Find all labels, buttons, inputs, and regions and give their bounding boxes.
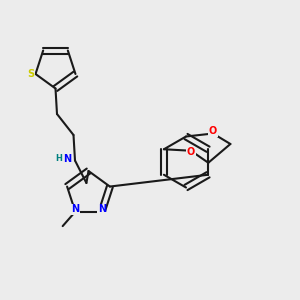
Text: H: H [56,154,62,163]
Text: N: N [71,204,79,214]
Text: O: O [187,147,195,157]
Text: O: O [209,126,217,136]
Text: N: N [98,204,106,214]
Text: S: S [28,69,34,79]
Text: N: N [63,154,72,164]
